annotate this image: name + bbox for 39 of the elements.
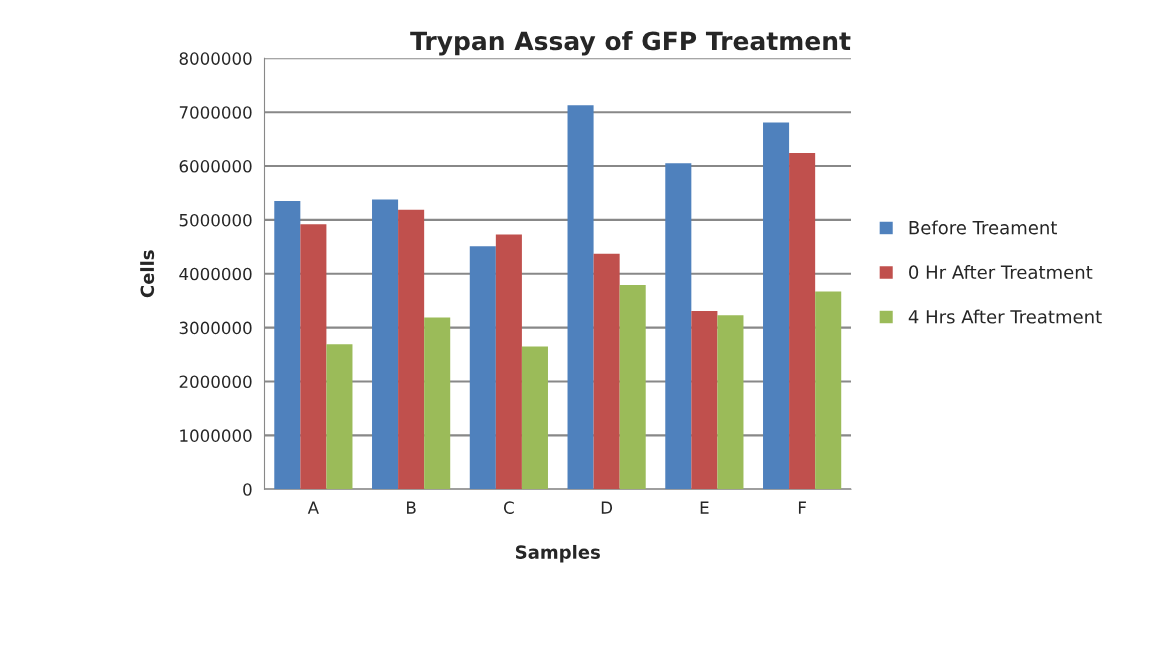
bar [815,291,842,490]
bar [567,105,594,490]
y-tick-label: 2000000 [179,375,252,389]
y-tick-label: 8000000 [179,52,252,65]
y-tick-label: 5000000 [179,213,252,227]
x-tick-label: A [307,501,319,514]
x-axis-title: Samples [515,544,600,563]
bar [717,315,744,490]
bar [593,253,620,490]
y-tick-label: 7000000 [179,106,252,119]
bar [398,209,425,490]
legend-label: 0 Hr After Treatment [909,265,1093,280]
y-tick-label: 6000000 [179,160,252,173]
x-tick-label: C [503,501,514,514]
y-tick-label: 4000000 [179,267,252,281]
bar [372,199,399,490]
x-tick-label: E [700,501,709,514]
bar [326,344,353,490]
x-tick-label: B [407,501,416,514]
bar [691,310,718,490]
bar [763,122,790,490]
bar [274,201,301,490]
y-tick-label: 3000000 [179,321,252,335]
x-tick-label: D [601,501,613,514]
bar [424,317,451,490]
bar [665,163,692,490]
y-axis-title: Cells [140,250,155,298]
bar [521,346,548,490]
legend-label: 4 Hrs After Treatment [908,309,1102,324]
bar [495,234,522,490]
bar [789,153,816,490]
chart-title: Trypan Assay of GFP Treatment [410,30,851,56]
bar [469,246,496,490]
y-tick-label: 0 [243,483,252,496]
y-tick-label: 1000000 [180,429,252,442]
bar [619,285,646,490]
x-tick-label: F [798,501,806,514]
legend-label: Before Treament [909,220,1057,235]
bar [300,224,327,490]
